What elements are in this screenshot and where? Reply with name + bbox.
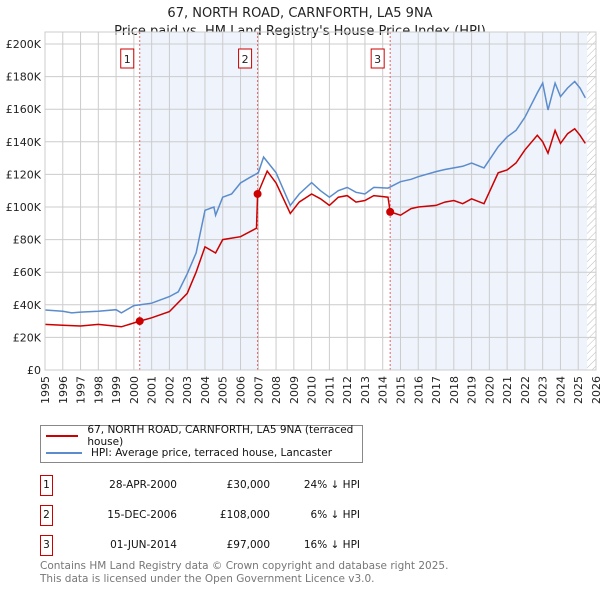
x-tick-label: 2008 <box>270 376 283 404</box>
y-tick-label: £80K <box>13 234 42 247</box>
y-tick-label: £160K <box>6 103 42 116</box>
shaded-period <box>390 32 588 370</box>
sale-number-label: 2 <box>242 53 249 66</box>
forecast-hatch <box>587 32 596 370</box>
y-tick-label: £40K <box>13 299 42 312</box>
sale-number: 3 <box>40 535 53 556</box>
x-tick-label: 1998 <box>92 376 105 404</box>
legend-hpi-label: HPI: Average price, terraced house, Lanc… <box>91 447 333 459</box>
x-tick-label: 2025 <box>572 376 585 404</box>
sale-number-box <box>120 48 135 69</box>
y-tick-label: £120K <box>6 168 42 181</box>
x-tick-label: 2013 <box>359 376 372 404</box>
sale-number: 1 <box>40 475 53 496</box>
x-tick-label: 2007 <box>252 376 265 404</box>
x-tick-label: 1995 <box>39 376 52 404</box>
y-tick-label: £0 <box>27 364 41 377</box>
x-tick-label: 2006 <box>235 376 248 404</box>
property-price-line <box>44 127 586 328</box>
x-tick-label: 2026 <box>590 376 600 404</box>
x-tick-label: 2023 <box>537 376 550 404</box>
chart-title: 67, NORTH ROAD, CARNFORTH, LA5 9NA <box>167 6 433 21</box>
sale-number: 2 <box>40 505 53 526</box>
legend-hpi-swatch <box>46 452 82 454</box>
chart-area: 1 2 3 1995 1996 1997 1998 1999 2000 2001 2002 2003 2… <box>6 31 600 404</box>
x-tick-label: 2017 <box>430 376 443 404</box>
sale-number-label: 1 <box>124 53 131 66</box>
sale-hpi-diff: 24% ↓ HPI <box>303 479 360 491</box>
shaded-period <box>139 32 258 370</box>
sale-number-box <box>370 48 385 69</box>
x-tick-label: 2016 <box>412 376 425 404</box>
sale-point <box>135 317 144 326</box>
x-tick-label: 2015 <box>394 376 407 404</box>
sale-date: 15-DEC-2006 <box>107 509 177 521</box>
sale-point <box>253 189 262 198</box>
x-tick-label: 2024 <box>554 376 567 404</box>
sale-hpi-diff: 6% ↓ HPI <box>310 509 360 521</box>
x-tick-label: 2018 <box>448 376 461 404</box>
sale-price: £97,000 <box>226 539 270 551</box>
y-tick-label: £200K <box>6 38 42 51</box>
sale-date: 28-APR-2000 <box>109 479 177 491</box>
footer-copyright: Contains HM Land Registry data © Crown c… <box>40 560 449 572</box>
hpi-line <box>44 80 586 314</box>
sale-price: £108,000 <box>219 509 270 521</box>
sale-date: 01-JUN-2014 <box>110 539 177 551</box>
footer-licence: This data is licensed under the Open Gov… <box>40 573 375 585</box>
y-tick-label: £180K <box>6 71 42 84</box>
x-tick-label: 2012 <box>341 376 354 404</box>
legend-property-label: 67, NORTH ROAD, CARNFORTH, LA5 9NA (terr… <box>87 424 354 448</box>
x-tick-label: 2011 <box>323 376 336 404</box>
x-tick-label: 2004 <box>199 376 212 404</box>
sale-number-box <box>238 48 253 69</box>
x-tick-label: 2001 <box>146 376 159 404</box>
y-tick-label: £20K <box>13 331 42 344</box>
x-tick-label: 2020 <box>483 376 496 404</box>
x-tick-label: 2002 <box>163 376 176 404</box>
legend: 67, NORTH ROAD, CARNFORTH, LA5 9NA (terr… <box>40 424 363 463</box>
x-tick-label: 2010 <box>306 376 319 404</box>
x-tick-label: 2014 <box>377 376 390 404</box>
x-tick-label: 2021 <box>501 376 514 404</box>
x-tick-label: 1997 <box>75 376 88 404</box>
sale-price: £30,000 <box>226 479 270 491</box>
sale-hpi-diff: 16% ↓ HPI <box>303 539 360 551</box>
sale-number-label: 3 <box>374 53 381 66</box>
y-tick-label: £60K <box>13 266 42 279</box>
x-tick-label: 2022 <box>519 376 532 404</box>
x-tick-label: 2000 <box>128 376 141 404</box>
x-tick-label: 1996 <box>57 376 70 404</box>
x-tick-label: 2009 <box>288 376 301 404</box>
x-tick-label: 2003 <box>181 376 194 404</box>
sale-point <box>386 207 395 216</box>
y-tick-label: £100K <box>6 201 42 214</box>
x-tick-label: 1999 <box>110 376 123 404</box>
x-tick-label: 2005 <box>217 376 230 404</box>
legend-property-swatch <box>46 435 79 437</box>
y-tick-label: £140K <box>6 136 42 149</box>
plot-frame <box>44 31 597 371</box>
x-tick-label: 2019 <box>466 376 479 404</box>
